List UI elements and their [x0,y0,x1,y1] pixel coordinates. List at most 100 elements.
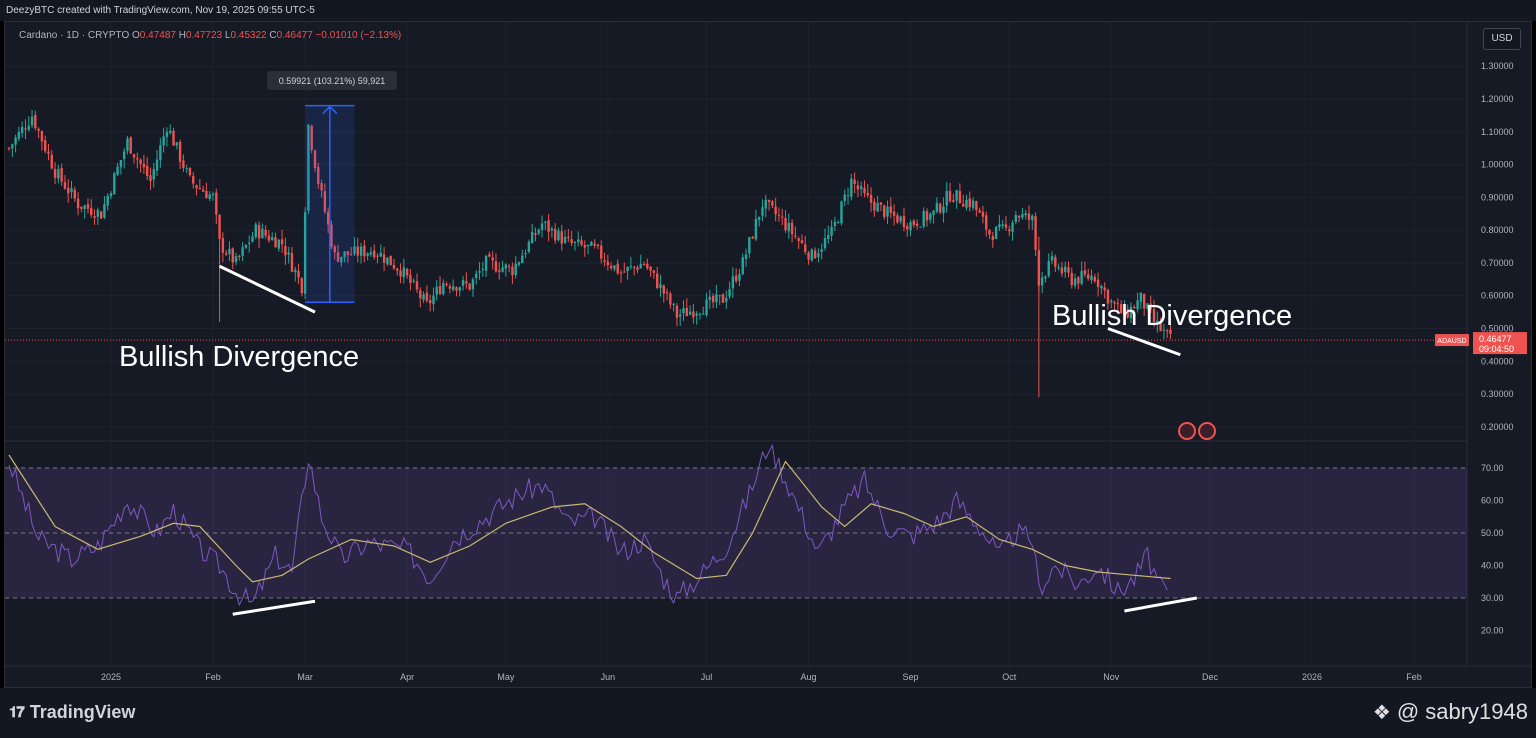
candle-body [442,283,445,295]
candle-body [488,254,491,257]
candle-body [1103,287,1106,291]
candle-body [751,236,754,239]
candle-body [573,241,577,243]
candle-body [757,216,761,220]
candle-body [307,124,310,211]
candle-body [603,260,606,262]
candle-body [994,226,998,239]
candle-body [932,210,935,215]
rsi-axis-label: 60.00 [1481,496,1504,506]
candle-body [665,292,669,294]
candle-body [906,226,909,230]
candle-body [353,246,356,254]
candle-body [955,189,958,201]
candle-body [784,217,787,231]
time-axis-label: May [497,672,515,682]
price-axis-label: 0.40000 [1481,356,1514,366]
chart-header: DeezyBTC created with TradingView.com, N… [0,0,1536,21]
candle-body [830,226,833,236]
candle-body [366,253,369,256]
change-value: −0.01010 (−2.13%) [315,30,402,41]
candle-body [958,191,962,204]
measure-label: 0.59921 (103.21%) 59,921 [279,76,386,86]
candle-body [1050,255,1054,261]
candle-body [313,150,317,169]
price-axis-label: 1.10000 [1481,127,1514,137]
candle-body [182,160,185,168]
high-value: 0.47723 [185,30,223,41]
candle-body [1152,309,1156,323]
candle-body [685,308,689,317]
candle-body [254,224,257,237]
candle-body [698,313,702,315]
candle-body [455,287,458,291]
candle-body [823,238,827,249]
candle-body [1027,213,1031,220]
candle-body [83,205,86,209]
currency-button[interactable]: USD [1483,28,1521,50]
candle-body [876,203,879,212]
candle-body [356,246,359,256]
candle-body [1090,275,1093,281]
candle-body [873,201,876,211]
flag-event-icon[interactable] [1178,422,1196,440]
open-value: 0.47487 [139,30,176,41]
candle-body [251,236,254,242]
last-price-tag-symbol-box [1435,334,1469,347]
candle-body [323,191,327,212]
candle-body [863,187,866,194]
candle-body [889,206,893,213]
candle-body [777,215,781,217]
candle-body [553,228,557,241]
candle-body [1080,271,1083,284]
candle-body [1044,276,1047,279]
candle-body [208,194,211,199]
candle-body [846,195,850,197]
candle-body [896,215,899,223]
candle-body [425,292,429,301]
candle-body [280,239,284,245]
candle-body [188,167,192,176]
candle-body [1077,277,1080,284]
candle-body [810,249,814,261]
time-axis-label: Feb [1406,672,1422,682]
annotation-bullish-divergence-left: Bullish Divergence [119,341,359,373]
candle-body [475,273,478,279]
candle-body [632,266,636,268]
candle-body [80,206,83,209]
candle-body [310,125,313,150]
candle-body [530,231,534,244]
candle-body [274,237,277,248]
candle-body [945,190,948,206]
candle-body [349,254,353,256]
candle-body [728,289,731,297]
time-axis-label: Oct [1002,672,1017,682]
chart-canvas[interactable]: 1.30000 1.20000 1.10000 1.00000 0.90000 0.800… [5,22,1531,687]
candle-body [211,193,215,195]
candle-body [201,189,205,192]
footer-bar: 𝟏𝟕 TradingView ❖ @ sabry1948 [0,688,1536,738]
candle-body [577,239,580,243]
candle-body [238,255,241,257]
candle-body [744,254,748,259]
candle-body [63,182,67,189]
candle-body [57,169,60,179]
candle-body [570,239,573,244]
tradingview-logo[interactable]: 𝟏𝟕 TradingView [9,696,135,728]
candle-body [294,269,297,273]
candle-body [198,187,202,189]
candle-body [850,178,853,197]
candle-body [1129,306,1133,319]
candle-body [27,125,30,130]
candle-body [827,235,830,239]
open-label: O [132,30,140,41]
candle-body [833,221,837,226]
candle-body [73,189,77,199]
candle-body [606,261,610,266]
candle-body [178,141,182,162]
candle-body [619,272,623,274]
candle-body [90,207,93,216]
price-divergence-line [1107,327,1181,357]
price-divergence-line [218,264,316,314]
flag-event-icon[interactable] [1198,422,1216,440]
